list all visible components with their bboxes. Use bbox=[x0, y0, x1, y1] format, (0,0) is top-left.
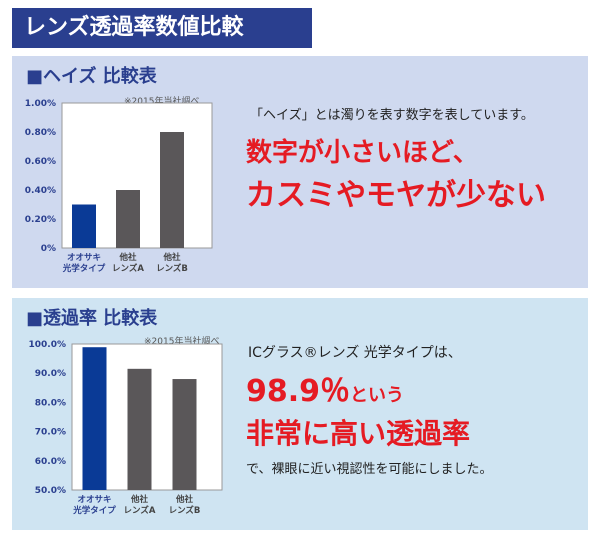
transmittance-ytick-label: 80.0% bbox=[35, 398, 66, 408]
haze-ytick-label: 0.40% bbox=[25, 186, 56, 196]
transmittance-value-line: 98.9％という bbox=[246, 366, 404, 410]
transmittance-category-label: 他社 bbox=[130, 494, 149, 505]
page-title: レンズ透過率数値比較 bbox=[12, 8, 312, 48]
haze-category-label: 他社 bbox=[162, 252, 181, 263]
haze-category-label: オオサキ bbox=[67, 253, 101, 263]
transmittance-heading: ■透過率 比較表 bbox=[26, 308, 158, 329]
haze-bar bbox=[160, 132, 184, 248]
haze-heading: ■ヘイズ 比較表 bbox=[26, 66, 157, 87]
transmittance-category-label: 光学タイプ bbox=[72, 505, 116, 516]
haze-category-label: レンズA bbox=[112, 263, 144, 274]
haze-category-label: 光学タイプ bbox=[62, 263, 106, 274]
haze-bar bbox=[116, 190, 140, 248]
transmittance-chart: 50.0% 60.0% 70.0% 80.0% 90.0% 100.0% オオサキ光学タイ… bbox=[29, 340, 223, 516]
transmittance-ytick-label: 90.0% bbox=[35, 369, 66, 379]
transmittance-bar bbox=[127, 368, 152, 490]
transmittance-panel: ■透過率 比較表 ※2015年当社調べ 50.0% 60.0% 70.0% 80.0%… bbox=[12, 298, 588, 530]
transmittance-description: で、裸眼に近い視認性を可能にしました。 bbox=[246, 462, 493, 477]
haze-emphasis-line1: 数字が小さいほど、 bbox=[246, 138, 479, 168]
transmittance-bar bbox=[172, 379, 197, 490]
haze-description: 「ヘイズ」とは濁りを表す数字を表しています。 bbox=[250, 108, 534, 123]
transmittance-category-label: レンズB bbox=[169, 505, 201, 516]
haze-category-label: レンズB bbox=[156, 263, 188, 274]
transmittance-note: ※2015年当社調べ bbox=[144, 337, 220, 347]
transmittance-ytick-label: 100.0% bbox=[29, 340, 67, 350]
haze-ytick-label: 0.80% bbox=[25, 128, 56, 138]
haze-chart: 0%0.20%0.40%0.60%0.80%1.00% オオサキ光学タイプ他社レ… bbox=[25, 99, 213, 274]
transmittance-value-suffix: という bbox=[350, 385, 405, 406]
transmittance-ytick-label: 60.0% bbox=[35, 457, 66, 467]
transmittance-category-label: レンズA bbox=[124, 505, 156, 516]
haze-ytick-label: 0.20% bbox=[25, 215, 56, 225]
haze-bar bbox=[72, 204, 96, 248]
haze-ytick-label: 0.60% bbox=[25, 157, 56, 167]
transmittance-category-label: オオサキ bbox=[77, 495, 111, 505]
transmittance-ytick-label: 70.0% bbox=[35, 428, 66, 438]
haze-note: ※2015年当社調べ bbox=[124, 97, 200, 107]
haze-emphasis-line2: カスミやモヤが少ない bbox=[246, 178, 546, 213]
transmittance-emphasis: 非常に高い透過率 bbox=[246, 417, 471, 450]
transmittance-intro: ICグラス®レンズ 光学タイプは、 bbox=[248, 345, 462, 361]
transmittance-category-label: 他社 bbox=[175, 494, 194, 505]
haze-ytick-label: 0% bbox=[41, 244, 56, 254]
transmittance-ytick-label: 50.0% bbox=[35, 486, 66, 496]
haze-ytick-label: 1.00% bbox=[25, 99, 56, 109]
haze-panel: ■ヘイズ 比較表 ※2015年当社調べ 0% 0.20% 0.40% 0.60% 0.8… bbox=[12, 56, 588, 288]
transmittance-bar bbox=[82, 347, 107, 490]
haze-category-label: 他社 bbox=[118, 252, 137, 263]
transmittance-value: 98.9％ bbox=[246, 374, 351, 409]
